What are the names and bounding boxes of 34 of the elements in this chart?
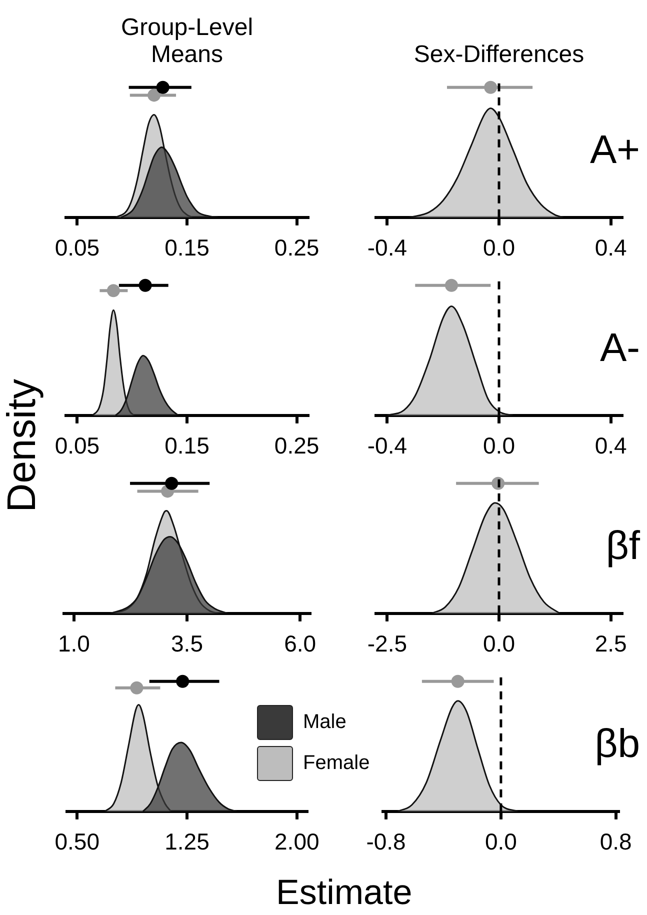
annotation: βf	[606, 524, 640, 569]
y-axis-title: Density	[0, 378, 45, 512]
x-tick-label: 1.25	[164, 828, 210, 855]
x-tick-label: -2.5	[367, 630, 407, 657]
x-tick-label: 0.15	[164, 234, 210, 261]
x-tick-label: 1.0	[58, 630, 90, 657]
x-tick-label: 0.25	[274, 234, 320, 261]
x-tick-label: 0.4	[594, 234, 628, 261]
x-tick-label: 0.0	[483, 630, 515, 657]
annotation: A+	[590, 128, 640, 173]
x-tick-label: 0.4	[594, 432, 628, 459]
x-tick-label: -0.4	[367, 234, 408, 261]
legend-label: Female	[303, 752, 370, 775]
chart-title: Sex-Differences	[414, 41, 584, 68]
x-axis-title: Estimate	[276, 873, 412, 913]
x-tick-label: 0.05	[54, 234, 100, 261]
x-tick-label: 0.05	[54, 432, 100, 459]
x-tick-label: 0.15	[164, 432, 210, 459]
x-tick-label: 0.8	[600, 828, 632, 855]
x-tick-label: 2.5	[594, 630, 627, 657]
x-tick-label: 6.0	[284, 630, 316, 657]
x-tick-label: 0.0	[483, 432, 515, 459]
x-tick-label: 2.00	[274, 828, 320, 855]
x-tick-label: 3.5	[171, 630, 203, 657]
x-tick-label: -0.4	[367, 432, 408, 459]
x-tick-label: 0.25	[274, 432, 320, 459]
annotation: βb	[594, 722, 640, 767]
annotation: A-	[600, 326, 640, 371]
x-tick-label: 0.0	[484, 828, 517, 855]
x-tick-label: 0.50	[54, 828, 100, 855]
x-tick-label: 0.0	[483, 234, 515, 261]
chart-title: Group-Level Means	[120, 14, 254, 68]
x-tick-label: -0.8	[366, 828, 406, 855]
legend-label: Male	[303, 711, 346, 734]
